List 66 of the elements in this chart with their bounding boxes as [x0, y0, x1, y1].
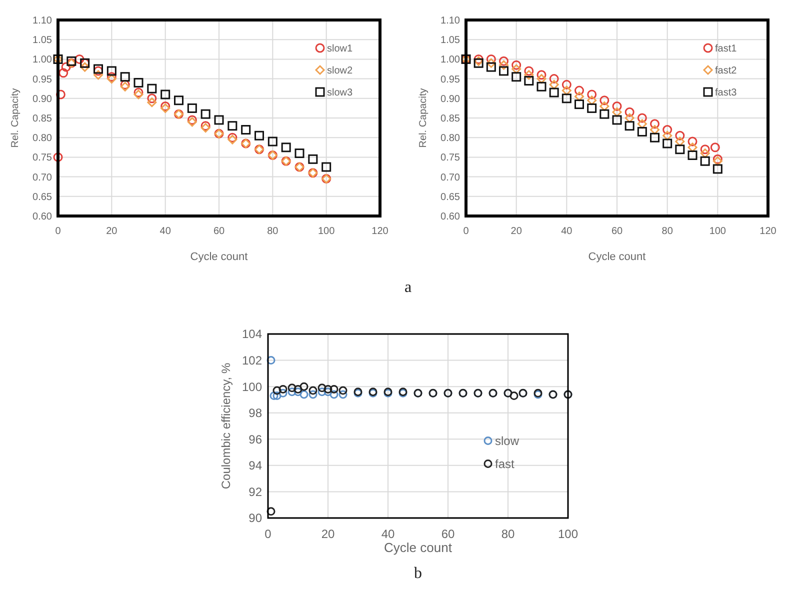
y-tick-label: 0.75	[440, 152, 460, 164]
x-tick-label: 60	[611, 226, 623, 237]
x-tick-label: 120	[760, 226, 777, 237]
y-axis-title: Rel. Capacity	[418, 88, 429, 148]
x-tick-label: 20	[106, 226, 118, 237]
x-axis-title: Cycle count	[384, 540, 452, 555]
x-tick-label: 100	[709, 226, 726, 237]
x-tick-label: 0	[55, 226, 62, 237]
x-axis-title: Cycle count	[588, 251, 646, 263]
y-tick-label: 96	[248, 432, 262, 446]
y-tick-label: 0.90	[32, 94, 52, 105]
y-tick-label: 90	[248, 511, 262, 526]
x-tick-label: 100	[558, 527, 578, 541]
y-tick-label: 0.85	[32, 114, 52, 124]
y-tick-label: 0.85	[440, 114, 460, 124]
x-tick-label: 100	[318, 226, 336, 237]
x-tick-label: 40	[381, 527, 395, 541]
x-tick-label: 120	[372, 226, 389, 237]
legend-label: fast3	[715, 88, 738, 98]
y-tick-label: 0.90	[440, 94, 460, 105]
x-tick-label: 40	[561, 226, 573, 237]
legend-label: slow	[495, 434, 520, 448]
x-tick-label: 80	[267, 226, 279, 237]
y-tick-label: 102	[242, 353, 262, 368]
y-tick-label: 92	[248, 484, 262, 499]
y-tick-label: 98	[248, 406, 262, 420]
y-tick-label: 0.95	[440, 74, 460, 86]
y-tick-label: 0.65	[32, 192, 52, 203]
y-axis-title: Rel. Capacity	[10, 88, 21, 148]
y-tick-label: 1.10	[32, 16, 52, 26]
y-tick-label: 0.80	[32, 133, 52, 144]
legend-label: fast	[495, 456, 516, 471]
x-tick-label: 80	[662, 226, 674, 237]
x-tick-label: 40	[160, 226, 172, 237]
y-tick-label: 1.00	[440, 54, 460, 66]
legend-label: slow1	[327, 44, 354, 54]
y-tick-label: 0.60	[440, 212, 460, 222]
x-tick-label: 0	[463, 226, 470, 237]
y-tick-label: 0.60	[32, 212, 52, 222]
y-tick-label: 0.65	[440, 192, 460, 203]
text: b	[414, 565, 422, 582]
y-tick-label: 0.95	[32, 74, 52, 86]
y-tick-label: 94	[248, 458, 262, 473]
y-axis-title: Coulombic efficiency, %	[219, 362, 233, 490]
x-tick-label: 60	[213, 226, 225, 237]
legend-label: slow3	[327, 88, 354, 98]
legend-label: slow2	[327, 66, 354, 76]
x-axis-title: Cycle count	[190, 251, 248, 263]
y-tick-label: 1.05	[32, 35, 52, 46]
legend-label: fast2	[715, 66, 738, 76]
x-tick-label: 0	[264, 527, 272, 541]
y-tick-label: 0.80	[440, 133, 460, 144]
x-tick-label: 20	[321, 527, 335, 541]
y-tick-label: 1.05	[440, 35, 460, 46]
y-tick-label: 1.00	[32, 54, 52, 66]
y-tick-label: 1.10	[440, 16, 460, 26]
x-tick-label: 80	[501, 527, 515, 541]
x-tick-label: 60	[441, 527, 455, 541]
y-tick-label: 0.75	[32, 152, 52, 164]
y-tick-label: 100	[242, 380, 262, 394]
x-tick-label: 20	[510, 226, 522, 237]
y-tick-label: 0.70	[440, 172, 460, 184]
y-tick-label: 104	[242, 327, 262, 342]
legend-label: fast1	[715, 44, 738, 54]
text: a	[404, 279, 412, 296]
y-tick-label: 0.70	[32, 172, 52, 184]
